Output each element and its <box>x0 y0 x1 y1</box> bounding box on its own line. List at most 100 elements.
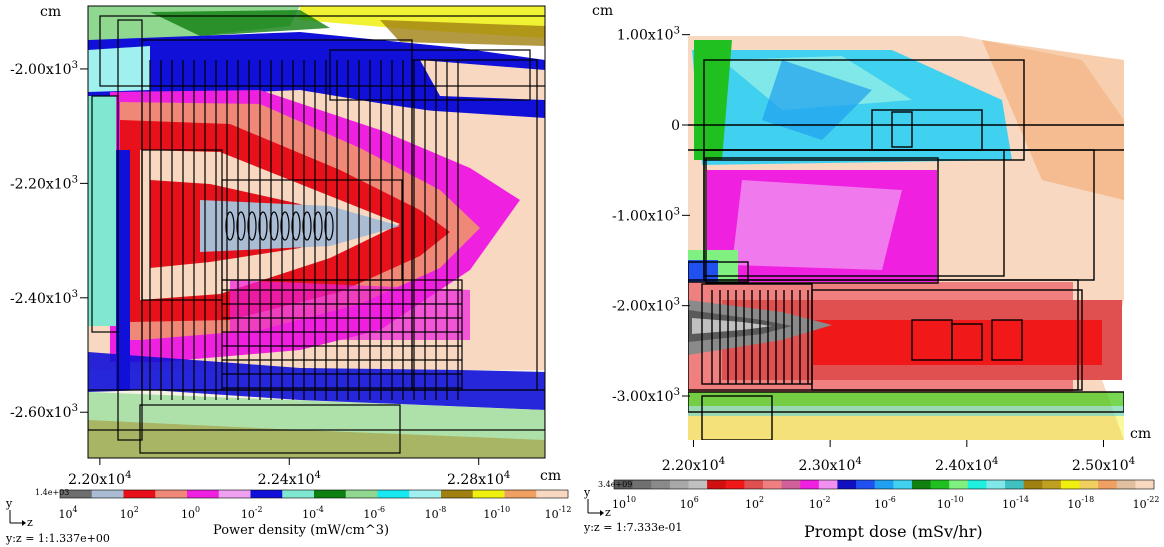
right-colorbar-swatch <box>930 480 950 489</box>
right-colorbar-tick: 10-6 <box>874 495 896 511</box>
left-colorbar-swatch <box>441 490 474 498</box>
right-colorbar-swatch <box>688 480 708 489</box>
right-colorbar-swatch <box>967 480 987 489</box>
right-x-tick-label: 2.30x104 <box>798 456 861 474</box>
right-colorbar-swatch <box>1023 480 1043 489</box>
left-colorbar-swatch <box>218 490 251 498</box>
left-colorbar-swatch <box>187 490 220 498</box>
right-axis-z-letter: z <box>605 506 611 519</box>
right-colorbar-swatch <box>781 480 801 489</box>
right-colorbar-swatch <box>669 480 689 489</box>
left-colorbar-tick: 102 <box>120 505 139 521</box>
right-colorbar-tick: 10-18 <box>1067 495 1094 511</box>
right-y-unit: cm <box>592 3 613 19</box>
right-y-tick-label: -2.00x103 <box>612 297 680 315</box>
prompt-dose-chart: cm cm 1.00x103 0 -1.00x103 -2.00x103 -3.00x1… <box>583 3 1160 541</box>
left-colorbar-tick: 10-6 <box>363 505 385 521</box>
right-colorbar-tick: 10-10 <box>937 495 964 511</box>
right-colorbar-swatch <box>949 480 969 489</box>
left-colorbar-swatch <box>250 490 283 498</box>
right-colorbar-tick: 1010 <box>612 495 636 511</box>
left-colorbar-tick: 104 <box>58 505 77 521</box>
right-colorbar-swatch <box>1079 480 1099 489</box>
right-colorbar-swatch <box>893 480 913 489</box>
left-colorbar-swatch <box>377 490 410 498</box>
left-x-tick-label: 2.24x104 <box>258 470 321 488</box>
prompt-dose-map <box>688 36 1124 440</box>
left-colorbar-tick: 10-8 <box>425 505 447 521</box>
left-y-tick-label: -2.60x103 <box>10 403 78 421</box>
left-colorbar-tick: 100 <box>181 505 200 521</box>
left-y-unit: cm <box>40 4 61 20</box>
left-colorbar-swatch <box>123 490 156 498</box>
left-x-unit: cm <box>540 468 561 484</box>
right-y-tick-label: -3.00x103 <box>612 387 680 405</box>
left-colorbar-tick: 10-4 <box>302 505 324 521</box>
right-colorbar-swatch <box>1098 480 1118 489</box>
left-colorbar-tick: 10-10 <box>483 505 510 521</box>
right-colorbar-max: 3.4e+09 <box>598 480 632 489</box>
right-colorbar-swatch <box>632 480 652 489</box>
right-axis-y-letter: y <box>583 486 591 499</box>
left-x-tick-label: 2.28x104 <box>447 470 510 488</box>
left-x-tick-label: 2.20x104 <box>68 470 131 488</box>
right-x-tick-label: 2.20x104 <box>662 456 725 474</box>
right-colorbar-swatch <box>762 480 783 489</box>
right-x-unit: cm <box>1130 426 1151 442</box>
right-aspect-label: y:z = 1:7.333e-01 <box>583 521 682 534</box>
right-colorbar-swatch <box>911 480 932 489</box>
power-density-panel: cm cm -2.00x103 -2.20x103 -2.40x103 -2.60x1… <box>5 4 572 545</box>
right-colorbar-tick: 10-2 <box>809 495 831 511</box>
right-colorbar-swatch <box>986 480 1006 489</box>
left-colorbar-swatch <box>60 490 93 498</box>
left-colorbar-swatch <box>409 490 442 498</box>
power-density-colorbar <box>59 489 569 499</box>
right-colorbar-tick: 106 <box>680 495 699 511</box>
left-axis-z-letter: z <box>27 516 33 529</box>
right-y-tick-label: -1.00x103 <box>612 206 680 224</box>
left-aspect-label: y:z = 1:1.337e+00 <box>5 532 110 545</box>
left-colorbar-swatch <box>155 490 188 498</box>
left-colorbar-tick: 10-2 <box>241 505 263 521</box>
right-colorbar-title: Prompt dose (mSv/hr) <box>804 522 983 541</box>
left-axis-y-letter: y <box>5 497 13 510</box>
right-x-tick-label: 2.50x104 <box>1072 456 1135 474</box>
right-colorbar-swatch <box>837 480 857 489</box>
right-colorbar-swatch <box>800 480 820 489</box>
power-density-chart: cm cm -2.00x103 -2.20x103 -2.40x103 -2.60x1… <box>5 4 572 545</box>
right-colorbar-swatch <box>651 480 671 489</box>
left-colorbar-swatch <box>472 490 505 498</box>
right-colorbar-swatch <box>1135 480 1155 489</box>
right-axis-indicator: y z <box>583 486 611 519</box>
left-colorbar-swatch <box>504 490 537 498</box>
left-y-tick-label: -2.20x103 <box>10 174 78 192</box>
right-colorbar-tick: 10-22 <box>1133 495 1160 511</box>
right-colorbar-swatch <box>725 480 745 489</box>
prompt-dose-colorbar <box>613 479 1155 490</box>
left-y-tick-label: -2.00x103 <box>10 60 78 78</box>
right-colorbar-swatch <box>818 480 838 489</box>
power-density-map <box>88 6 545 458</box>
left-colorbar-swatch <box>91 490 124 498</box>
right-x-tick-label: 2.40x104 <box>935 456 998 474</box>
right-colorbar-swatch <box>1005 480 1025 489</box>
left-colorbar-max: 1.4e+03 <box>35 488 69 497</box>
right-colorbar-swatch <box>744 480 764 489</box>
right-colorbar-swatch <box>874 480 894 489</box>
left-colorbar-swatch <box>345 490 378 498</box>
right-y-tick-label: 0 <box>671 118 680 134</box>
prompt-dose-panel: cm cm 1.00x103 0 -1.00x103 -2.00x103 -3.00x1… <box>582 0 1164 547</box>
left-y-tick-label: -2.40x103 <box>10 289 78 307</box>
left-colorbar-tick: 10-12 <box>545 505 572 521</box>
left-colorbar-swatch <box>536 490 569 498</box>
right-colorbar-swatch <box>1116 480 1136 489</box>
right-y-tick-label: 1.00x103 <box>617 26 680 44</box>
right-colorbar-swatch <box>1042 480 1062 489</box>
right-colorbar-swatch <box>1060 480 1081 489</box>
right-colorbar-swatch <box>614 480 634 489</box>
left-colorbar-title: Power density (mW/cm^3) <box>213 523 389 538</box>
right-colorbar-swatch <box>707 480 727 489</box>
right-colorbar-tick: 102 <box>745 495 764 511</box>
right-colorbar-tick: 10-14 <box>1002 495 1029 511</box>
left-axis-indicator: y z <box>5 497 33 529</box>
